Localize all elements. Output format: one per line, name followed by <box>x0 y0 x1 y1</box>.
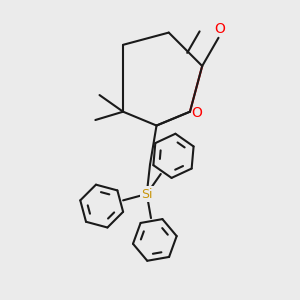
Text: Si: Si <box>141 188 152 200</box>
Text: O: O <box>192 106 203 120</box>
Text: O: O <box>215 22 226 36</box>
